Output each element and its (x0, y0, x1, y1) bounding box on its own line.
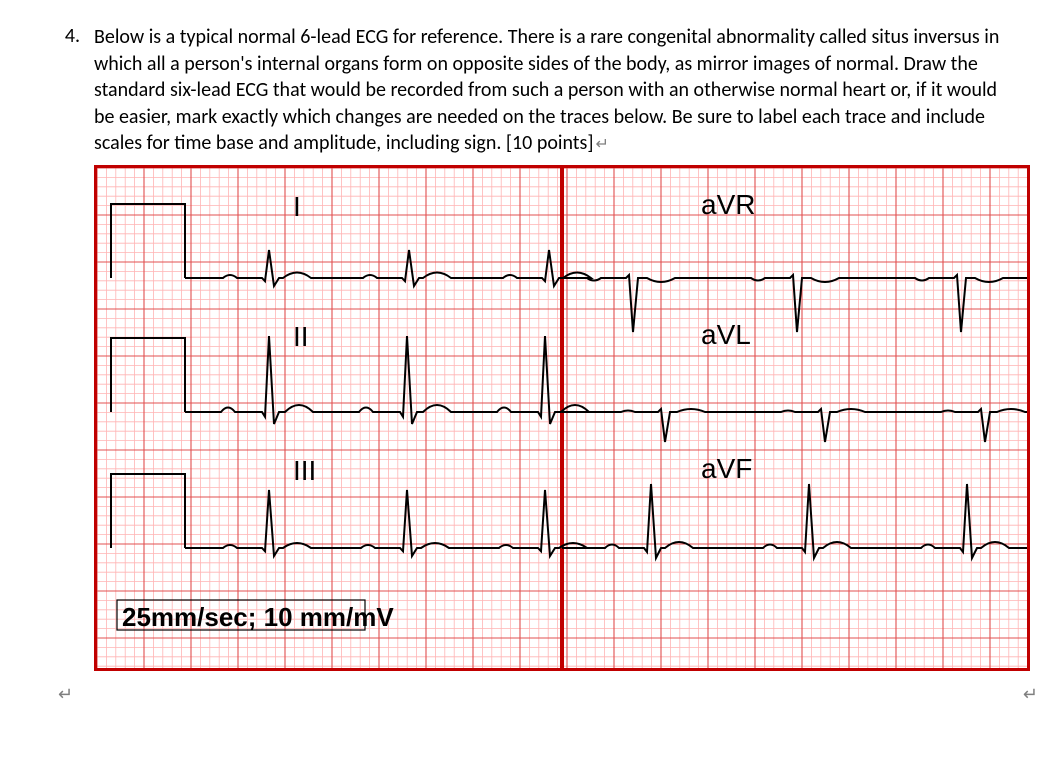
question-body: Below is a typical normal 6-lead ECG for… (94, 25, 999, 155)
ecg-chart: IaVR II aVL III aVF 25mm/sec; 10 mm/mV (97, 168, 1027, 668)
question-text: Below is a typical normal 6-lead ECG for… (94, 24, 1002, 157)
paragraph-mark-icon: ↵ (1023, 683, 1038, 705)
ecg-border: IaVR II aVL III aVF 25mm/sec; 10 mm/mV (94, 165, 1030, 671)
svg-text:25mm/sec; 10 mm/mV: 25mm/sec; 10 mm/mV (122, 602, 394, 632)
svg-text:aVF: aVF (701, 453, 752, 484)
paragraph-mark-icon: ↵ (593, 135, 608, 154)
question-number: 4. (36, 24, 94, 48)
footer-row: ↵ ↵ (58, 683, 1038, 705)
paragraph-mark-icon: ↵ (58, 683, 73, 705)
svg-text:III: III (293, 455, 316, 486)
svg-text:aVR: aVR (701, 189, 755, 220)
svg-text:II: II (293, 321, 309, 352)
ecg-container: IaVR II aVL III aVF 25mm/sec; 10 mm/mV (94, 165, 1002, 677)
svg-text:aVL: aVL (701, 319, 751, 350)
question-row: 4. Below is a typical normal 6-lead ECG … (36, 24, 1002, 157)
svg-text:I: I (293, 191, 301, 222)
